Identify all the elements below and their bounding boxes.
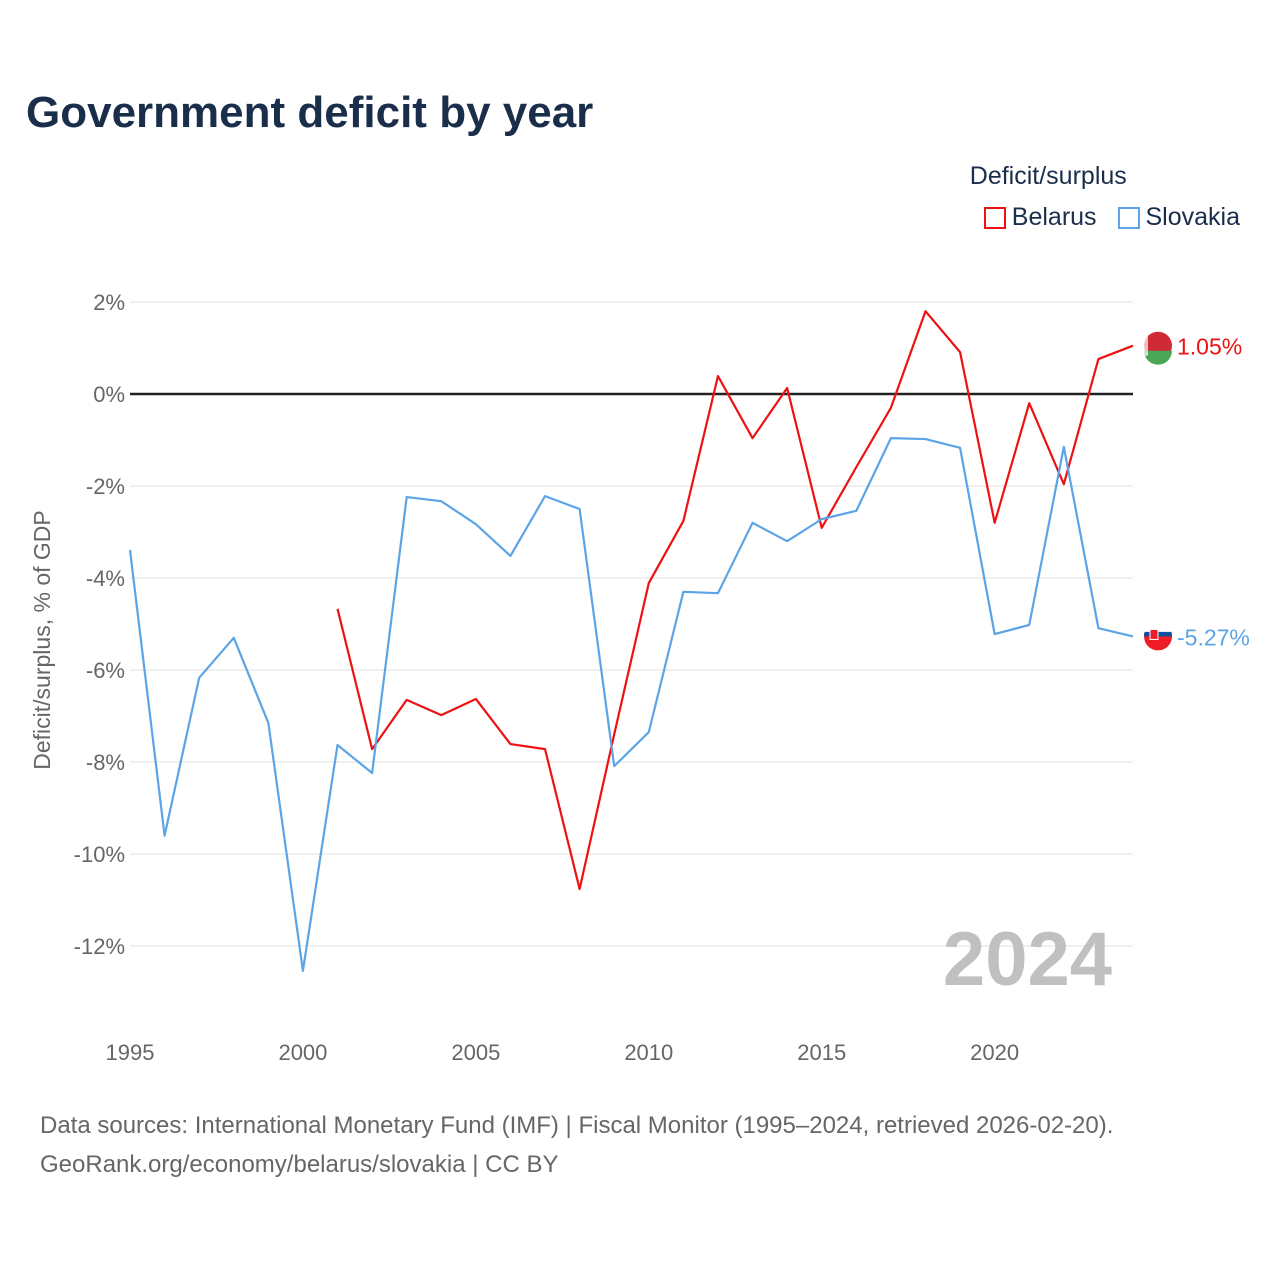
legend-item-belarus[interactable]: Belarus <box>983 203 1097 232</box>
y-tick-label: -4% <box>86 566 125 591</box>
end-value-label-belarus: 1.05% <box>1177 334 1242 360</box>
y-tick-label: -2% <box>86 474 125 499</box>
belarus-flag-ornament <box>1144 335 1148 356</box>
x-tick-label: 2015 <box>797 1040 846 1065</box>
slovakia-flag-emblem <box>1149 628 1159 640</box>
x-tick-label: 2000 <box>278 1040 327 1065</box>
belarus-flag-green <box>1144 350 1172 365</box>
legend-label-slovakia: Slovakia <box>1145 203 1241 231</box>
year-watermark: 2024 <box>942 917 1112 1002</box>
x-tick-label: 2020 <box>970 1040 1019 1065</box>
end-value-label-slovakia: -5.27% <box>1177 624 1250 650</box>
source-note: Data sources: International Monetary Fun… <box>40 1106 1113 1184</box>
x-tick-label: 1995 <box>106 1040 155 1065</box>
legend-title: Deficit/surplus <box>969 162 1127 190</box>
slovakia-flag-white <box>1144 617 1172 632</box>
y-tick-label: -12% <box>74 934 125 959</box>
y-tick-label: -6% <box>86 658 125 683</box>
y-tick-label: -8% <box>86 750 125 775</box>
y-axis-label: Deficit/surplus, % of GDP <box>29 510 55 769</box>
series-line-belarus <box>336 310 1134 891</box>
x-tick-label: 2005 <box>451 1040 500 1065</box>
legend: Deficit/surplus Belarus Slovakia <box>970 162 1240 236</box>
legend-swatch-slovakia <box>1117 206 1140 229</box>
series-line-slovakia <box>128 437 1134 972</box>
legend-swatch-belarus <box>983 206 1006 229</box>
page-title: Government deficit by year <box>26 88 594 137</box>
source-link[interactable]: GeoRank.org/economy/belarus/slovakia | C… <box>40 1151 559 1178</box>
x-tick-label: 2010 <box>624 1040 673 1065</box>
y-tick-label: 0% <box>93 382 125 407</box>
y-tick-label: -10% <box>74 842 125 867</box>
legend-item-slovakia[interactable]: Slovakia <box>1117 203 1241 232</box>
source-line: Data sources: International Monetary Fun… <box>40 1112 1114 1139</box>
y-tick-label: 2% <box>93 290 125 315</box>
legend-label-belarus: Belarus <box>1011 203 1097 231</box>
